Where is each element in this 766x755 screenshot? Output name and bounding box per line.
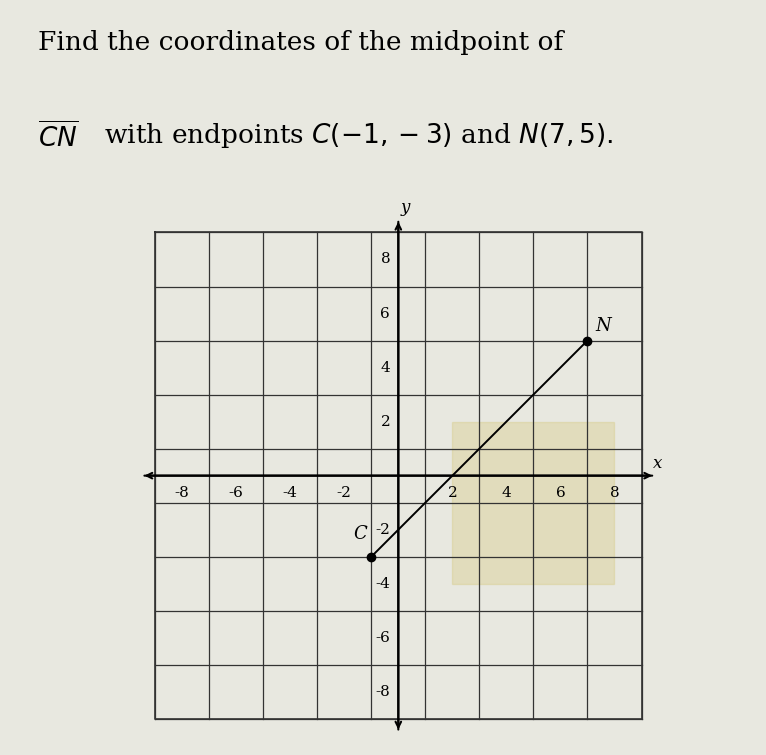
Text: 8: 8 xyxy=(610,486,619,501)
Text: -6: -6 xyxy=(375,630,390,645)
Text: x: x xyxy=(653,455,663,472)
Text: 6: 6 xyxy=(381,307,390,321)
Text: -4: -4 xyxy=(375,577,390,590)
Text: 6: 6 xyxy=(555,486,565,501)
Text: 4: 4 xyxy=(381,361,390,374)
Text: $\overline{CN}$: $\overline{CN}$ xyxy=(38,121,78,152)
Text: y: y xyxy=(401,199,410,216)
Text: C: C xyxy=(353,525,367,543)
Text: 8: 8 xyxy=(381,252,390,267)
Text: -6: -6 xyxy=(229,486,244,501)
Text: -8: -8 xyxy=(175,486,189,501)
Text: -4: -4 xyxy=(283,486,298,501)
Text: Find the coordinates of the midpoint of: Find the coordinates of the midpoint of xyxy=(38,30,564,55)
Text: 4: 4 xyxy=(502,486,511,501)
Text: N: N xyxy=(596,317,611,335)
Text: -2: -2 xyxy=(337,486,352,501)
Bar xyxy=(453,421,614,584)
Text: 2: 2 xyxy=(447,486,457,501)
Text: with endpoints $C$$(-1,-3)$ and $N$$(7,5).$: with endpoints $C$$(-1,-3)$ and $N$$(7,5… xyxy=(96,121,614,149)
Text: -8: -8 xyxy=(375,685,390,699)
Text: 2: 2 xyxy=(381,414,390,429)
Text: -2: -2 xyxy=(375,522,390,537)
